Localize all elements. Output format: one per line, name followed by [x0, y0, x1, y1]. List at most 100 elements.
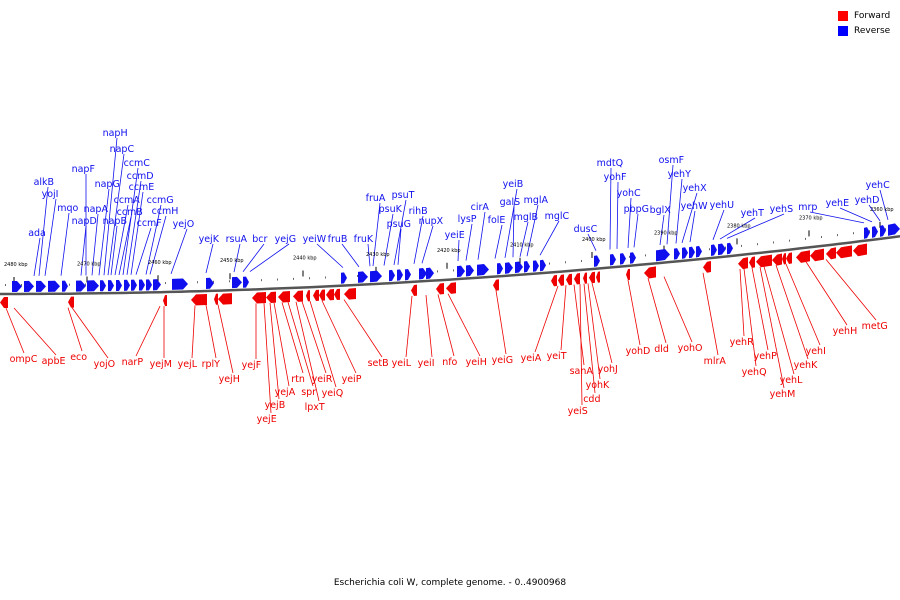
forward-gene-label: mlrA	[704, 356, 727, 367]
connector-line	[80, 225, 87, 276]
reverse-gene-label: dusC	[574, 224, 598, 235]
reverse-gene-label: fruK	[354, 234, 374, 245]
tick-label: 2420 kbp	[437, 248, 461, 254]
minor-tick	[709, 248, 710, 251]
connector-line	[447, 293, 481, 357]
legend-item-reverse: Reverse	[838, 23, 890, 38]
reverse-gene-arrow	[610, 253, 616, 266]
reverse-gene-label: cirA	[471, 202, 490, 213]
forward-gene-arrow	[566, 273, 572, 286]
forward-gene-label: yeiS	[568, 406, 588, 417]
tick-label: 2380 kbp	[727, 223, 751, 229]
connector-line	[60, 212, 70, 276]
reverse-gene-arrow	[682, 247, 688, 259]
connector-line	[879, 189, 889, 220]
connector-line	[512, 206, 515, 258]
reverse-gene-label: folE	[488, 215, 506, 226]
reverse-gene-arrow	[711, 244, 717, 257]
connector-line	[495, 290, 507, 355]
legend: Forward Reverse	[838, 8, 890, 38]
forward-gene-arrow	[293, 290, 303, 302]
minor-tick	[85, 283, 86, 286]
forward-gene-arrow	[436, 282, 444, 295]
reverse-gene-label: yeiW	[303, 234, 327, 245]
reverse-gene-arrow	[426, 267, 434, 280]
connector-line	[126, 180, 142, 275]
reverse-gene-label: ccmC	[124, 158, 151, 169]
forward-gene-label: yehL	[780, 375, 803, 386]
minor-tick	[165, 282, 166, 285]
forward-gene-label: sanA	[570, 366, 594, 377]
connector-line	[13, 307, 57, 356]
reverse-gene-arrow	[153, 279, 161, 291]
forward-gene-arrow	[411, 284, 417, 296]
reverse-gene-arrow	[370, 270, 382, 283]
connector-line	[627, 197, 632, 248]
forward-gene-label: ompC	[10, 354, 38, 365]
minor-tick	[885, 228, 886, 231]
forward-gene-arrow	[68, 296, 74, 308]
forward-gene-label: lpxT	[305, 402, 325, 413]
reverse-gene-label: yehS	[770, 204, 794, 215]
connector-line	[437, 294, 455, 357]
minor-tick	[549, 262, 550, 265]
connector-line	[341, 243, 360, 268]
reverse-gene-label: pbpG	[624, 204, 649, 215]
reverse-gene-label: osmF	[659, 155, 684, 166]
forward-gene-label: yehQ	[742, 367, 767, 378]
forward-gene-label: rplY	[202, 359, 221, 370]
reverse-gene-arrow	[594, 255, 600, 267]
reverse-gene-label: yehW	[681, 201, 708, 212]
forward-gene-arrow	[493, 279, 499, 291]
minor-tick	[837, 234, 838, 237]
minor-tick	[741, 244, 742, 247]
reverse-gene-arrow	[146, 279, 152, 291]
minor-tick	[277, 278, 278, 281]
reverse-gene-arrow	[630, 252, 636, 264]
forward-gene-arrow	[191, 293, 207, 306]
forward-gene-label: yejH	[219, 374, 240, 385]
minor-tick	[869, 230, 870, 233]
forward-gene-label: dld	[654, 344, 669, 355]
forward-gene-label: apbE	[42, 356, 66, 367]
tick-label: 2410 kbp	[510, 243, 534, 249]
connector-line	[587, 233, 597, 251]
connector-line	[702, 272, 719, 356]
reverse-gene-label: yehD	[855, 195, 880, 206]
reverse-gene-arrow	[341, 272, 347, 284]
connector-line	[739, 268, 745, 337]
genome-caption: Escherichia coli W, complete genome. - 0…	[333, 578, 567, 588]
connector-line	[103, 137, 118, 276]
connector-line	[719, 217, 756, 240]
connector-line	[249, 243, 290, 272]
reverse-gene-arrow	[727, 242, 733, 255]
reverse-gene-label: napF	[72, 164, 95, 175]
forward-swatch	[838, 10, 848, 21]
forward-gene-arrow	[313, 289, 319, 302]
forward-gene-arrow	[836, 245, 852, 259]
reverse-gene-label: yohC	[617, 188, 641, 199]
connector-line	[205, 304, 217, 359]
minor-tick	[325, 276, 326, 279]
minor-tick	[853, 232, 854, 235]
reverse-gene-arrow	[232, 276, 242, 289]
reverse-gene-arrow	[62, 280, 68, 292]
minor-tick	[725, 246, 726, 249]
forward-gene-label: yohO	[678, 343, 703, 354]
connector-line	[587, 283, 601, 380]
forward-gene-arrow	[589, 271, 595, 284]
forward-gene-label: yeiL	[392, 358, 412, 369]
forward-gene-label: yeiR	[312, 374, 333, 385]
forward-gene-label: yohD	[626, 346, 651, 357]
reverse-gene-label: bglX	[650, 205, 672, 216]
reverse-gene-arrow	[656, 249, 670, 262]
reverse-gene-label: psuG	[387, 219, 411, 230]
forward-gene-label: yeiA	[521, 353, 542, 364]
connector-line	[868, 204, 881, 222]
reverse-gene-arrow	[172, 278, 188, 290]
reverse-gene-label: rihB	[409, 206, 428, 217]
reverse-gene-label: lysP	[458, 214, 477, 225]
reverse-gene-arrow	[696, 245, 702, 258]
reverse-gene-arrow	[533, 260, 539, 272]
